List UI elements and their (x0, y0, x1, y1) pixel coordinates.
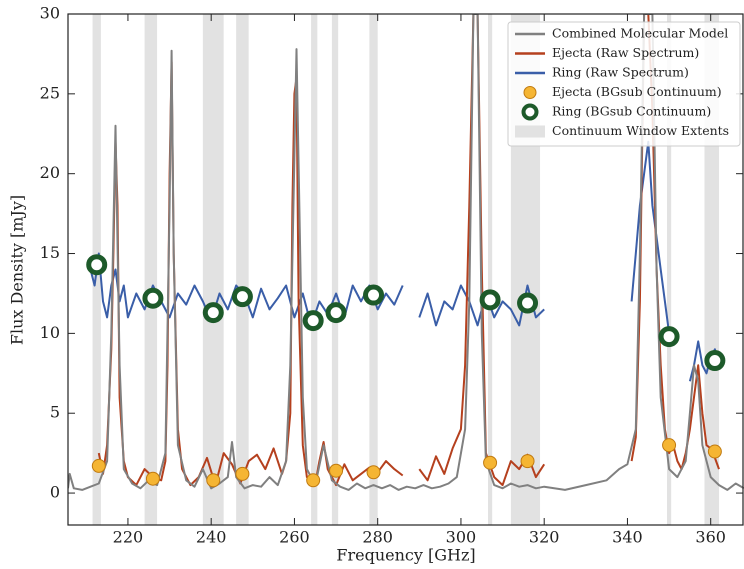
continuum-point (658, 326, 680, 348)
continuum-point (363, 284, 385, 306)
continuum-point (479, 289, 501, 311)
continuum-window (311, 14, 318, 525)
x-tick-label: 280 (362, 528, 393, 547)
y-tick-label: 5 (50, 403, 60, 422)
y-tick-label: 20 (40, 163, 60, 182)
continuum-point (202, 302, 224, 324)
axes: 220 240 260 280 300 320 340 360 0 5 10 15 20 25 30 Comb… (40, 4, 744, 547)
legend-label: Ring (BGsub Continuum) (552, 104, 711, 119)
continuum-point (329, 463, 344, 478)
continuum-point (306, 473, 321, 488)
plot-area (68, 14, 744, 525)
plot-frame (67, 13, 744, 526)
continuum-point (325, 302, 347, 324)
x-tick-label: 220 (113, 528, 144, 547)
y-tick-label: 10 (40, 323, 60, 342)
continuum-point (86, 254, 108, 276)
continuum-window (488, 14, 493, 525)
x-tick-label: 320 (529, 528, 560, 547)
legend-label: Ring (Raw Spectrum) (552, 65, 689, 80)
legend: Combined Molecular Model Ejecta (Raw Spec… (507, 21, 741, 147)
continuum-point (231, 286, 253, 308)
continuum-point (704, 350, 726, 372)
x-tick-label: 360 (695, 528, 726, 547)
x-tick-label: 260 (279, 528, 310, 547)
y-tick-label: 0 (50, 483, 60, 502)
legend-label: Ejecta (BGsub Continuum) (552, 84, 722, 99)
x-tick-label: 340 (612, 528, 643, 547)
legend-swatch (521, 103, 539, 121)
continuum-window (331, 14, 339, 525)
legend-swatch (523, 86, 537, 99)
continuum-point (707, 444, 722, 459)
continuum-point (302, 310, 324, 332)
legend-label: Ejecta (Raw Spectrum) (552, 45, 699, 60)
x-tick-label: 240 (196, 528, 227, 547)
y-tick-label: 30 (40, 4, 60, 23)
legend-label: Combined Molecular Model (552, 26, 728, 41)
continuum-point (206, 473, 221, 488)
continuum-window (666, 14, 672, 525)
y-axis-label: Flux Density [mJy] (8, 195, 27, 345)
continuum-point (145, 471, 160, 486)
continuum-point (520, 454, 535, 469)
legend-label: Continuum Window Extents (552, 123, 729, 138)
continuum-point (517, 292, 539, 314)
legend-swatch (515, 125, 545, 138)
continuum-window (236, 14, 249, 525)
continuum-point (235, 466, 250, 481)
x-tick-label: 300 (446, 528, 477, 547)
continuum-point (142, 287, 164, 309)
continuum-window (144, 14, 158, 525)
y-tick-label: 25 (40, 83, 60, 102)
continuum-point (91, 458, 106, 473)
continuum-point (366, 465, 381, 480)
spectrum-line (89, 140, 720, 382)
continuum-window (202, 14, 224, 525)
continuum-window (369, 14, 378, 525)
y-tick-label: 15 (40, 243, 60, 262)
continuum-point (483, 455, 498, 470)
continuum-point (662, 438, 677, 453)
x-axis-label: Frequency [GHz] (336, 546, 475, 565)
legend-box (507, 21, 741, 147)
